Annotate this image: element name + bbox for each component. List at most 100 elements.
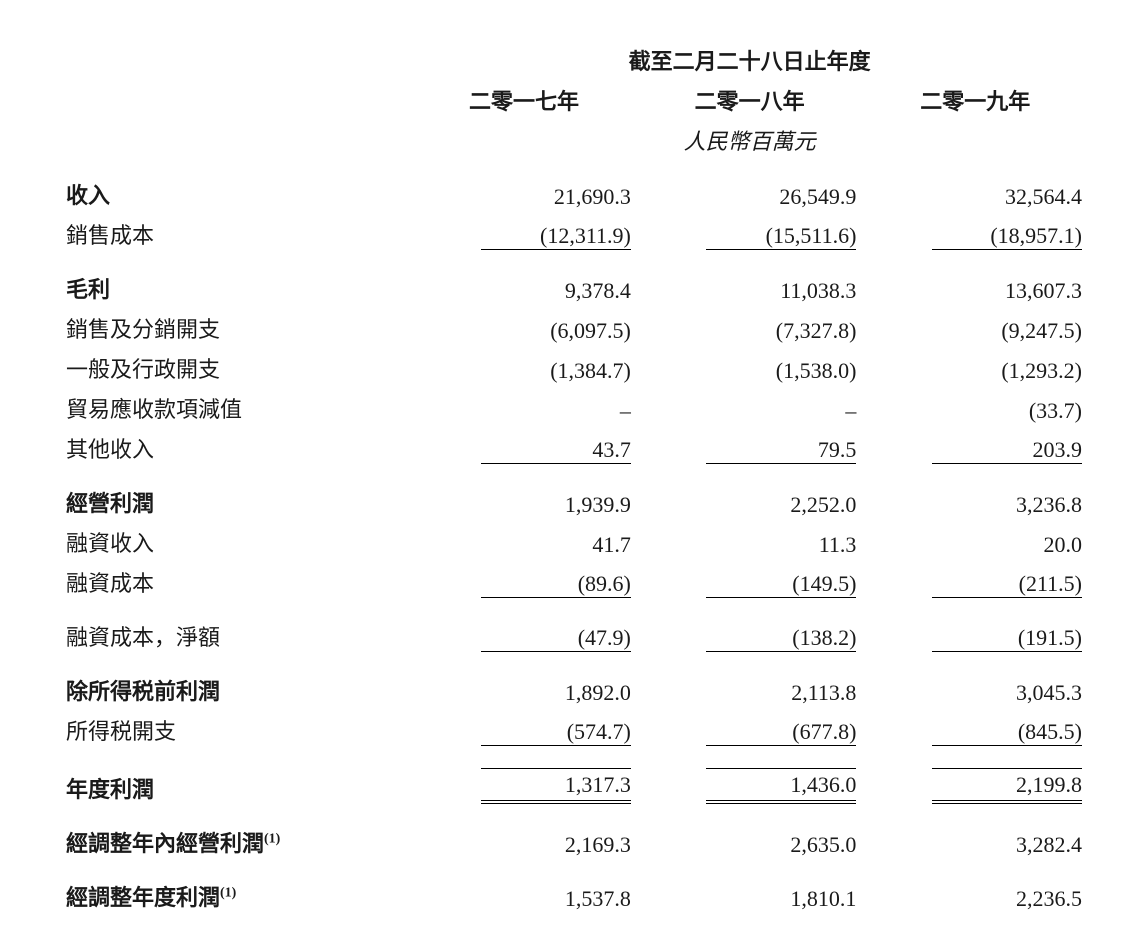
value-text: 1,810.1 bbox=[706, 886, 856, 912]
value-text: 2,635.0 bbox=[706, 832, 856, 858]
cell-value: 41.7 bbox=[411, 522, 637, 562]
value-text: (191.5) bbox=[932, 625, 1082, 652]
table-row: 融資成本，淨額(47.9)(138.2)(191.5) bbox=[60, 616, 1088, 656]
value-text: 43.7 bbox=[481, 437, 631, 464]
value-text: (15,511.6) bbox=[706, 223, 856, 250]
cell-value: 1,810.1 bbox=[637, 876, 863, 916]
value-text: (7,327.8) bbox=[706, 318, 856, 344]
value-text: – bbox=[481, 398, 631, 424]
year-col-0: 二零一七年 bbox=[411, 80, 637, 120]
value-text: (12,311.9) bbox=[481, 223, 631, 250]
cell-value: (9,247.5) bbox=[862, 308, 1088, 348]
cell-value: (191.5) bbox=[862, 616, 1088, 656]
value-text: 2,252.0 bbox=[706, 492, 856, 518]
value-text: 26,549.9 bbox=[706, 184, 856, 210]
table-row: 除所得税前利潤1,892.02,113.83,045.3 bbox=[60, 670, 1088, 710]
value-text: 203.9 bbox=[932, 437, 1082, 464]
footnote-ref: (1) bbox=[220, 886, 236, 901]
value-text: (138.2) bbox=[706, 625, 856, 652]
table-row: 經調整年度利潤(1)1,537.81,810.12,236.5 bbox=[60, 876, 1088, 916]
value-text: 2,113.8 bbox=[706, 680, 856, 706]
table-row: 經營利潤1,939.92,252.03,236.8 bbox=[60, 482, 1088, 522]
cell-value: 20.0 bbox=[862, 522, 1088, 562]
value-text: (845.5) bbox=[932, 719, 1082, 746]
row-label: 融資收入 bbox=[60, 522, 411, 562]
row-label: 毛利 bbox=[60, 268, 411, 308]
cell-value: (47.9) bbox=[411, 616, 637, 656]
value-text: (1,538.0) bbox=[706, 358, 856, 384]
year-col-2: 二零一九年 bbox=[862, 80, 1088, 120]
row-label: 所得税開支 bbox=[60, 710, 411, 750]
value-text: (6,097.5) bbox=[481, 318, 631, 344]
cell-value: (574.7) bbox=[411, 710, 637, 750]
table-row: 經調整年內經營利潤(1)2,169.32,635.03,282.4 bbox=[60, 822, 1088, 862]
row-label: 貿易應收款項減值 bbox=[60, 388, 411, 428]
cell-value: (18,957.1) bbox=[862, 214, 1088, 254]
table-row: 年度利潤1,317.31,436.02,199.8 bbox=[60, 764, 1088, 808]
cell-value: (1,384.7) bbox=[411, 348, 637, 388]
cell-value: 43.7 bbox=[411, 428, 637, 468]
cell-value: 3,282.4 bbox=[862, 822, 1088, 862]
value-text: (89.6) bbox=[481, 571, 631, 598]
cell-value: – bbox=[411, 388, 637, 428]
table-row: 融資成本 (89.6) (149.5) (211.5) bbox=[60, 562, 1088, 602]
unit-label: 人民幣百萬元 bbox=[411, 120, 1088, 160]
value-text: (1,293.2) bbox=[932, 358, 1082, 384]
cell-value: (1,538.0) bbox=[637, 348, 863, 388]
cell-value: – bbox=[637, 388, 863, 428]
value-text: 1,939.9 bbox=[481, 492, 631, 518]
cell-value: 1,939.9 bbox=[411, 482, 637, 522]
cell-value: (89.6) bbox=[411, 562, 637, 602]
cell-value: 32,564.4 bbox=[862, 174, 1088, 214]
row-label: 經調整年度利潤(1) bbox=[60, 876, 411, 916]
cell-value: (149.5) bbox=[637, 562, 863, 602]
value-text: 3,236.8 bbox=[932, 492, 1082, 518]
table-row: 融資收入 41.711.320.0 bbox=[60, 522, 1088, 562]
cell-value: 2,635.0 bbox=[637, 822, 863, 862]
gap-row bbox=[60, 862, 1088, 876]
row-label: 其他收入 bbox=[60, 428, 411, 468]
gap-row bbox=[60, 750, 1088, 764]
value-text: 2,199.8 bbox=[932, 768, 1082, 804]
period-title: 截至二月二十八日止年度 bbox=[411, 40, 1088, 80]
cell-value: 26,549.9 bbox=[637, 174, 863, 214]
value-text: 3,282.4 bbox=[932, 832, 1082, 858]
value-text: 21,690.3 bbox=[481, 184, 631, 210]
value-text: 9,378.4 bbox=[481, 278, 631, 304]
value-text: – bbox=[706, 398, 856, 424]
header-unit-row: 人民幣百萬元 bbox=[60, 120, 1088, 160]
cell-value: 79.5 bbox=[637, 428, 863, 468]
table-row: 收入 21,690.3 26,549.932,564.4 bbox=[60, 174, 1088, 214]
table-row: 銷售及分銷開支 (6,097.5) (7,327.8)(9,247.5) bbox=[60, 308, 1088, 348]
cell-value: (138.2) bbox=[637, 616, 863, 656]
gap-row bbox=[60, 808, 1088, 822]
gap-row bbox=[60, 656, 1088, 670]
cell-value: 11.3 bbox=[637, 522, 863, 562]
header-years-row: 二零一七年 二零一八年 二零一九年 bbox=[60, 80, 1088, 120]
value-text: 79.5 bbox=[706, 437, 856, 464]
cell-value: 1,436.0 bbox=[637, 764, 863, 808]
cell-value: 9,378.4 bbox=[411, 268, 637, 308]
row-label: 收入 bbox=[60, 174, 411, 214]
cell-value: 2,252.0 bbox=[637, 482, 863, 522]
value-text: (149.5) bbox=[706, 571, 856, 598]
cell-value: 2,199.8 bbox=[862, 764, 1088, 808]
cell-value: 3,236.8 bbox=[862, 482, 1088, 522]
cell-value: (7,327.8) bbox=[637, 308, 863, 348]
row-label: 融資成本 bbox=[60, 562, 411, 602]
gap-row bbox=[60, 468, 1088, 482]
row-label: 一般及行政開支 bbox=[60, 348, 411, 388]
table-row: 一般及行政開支(1,384.7) (1,538.0) (1,293.2) bbox=[60, 348, 1088, 388]
cell-value: 1,892.0 bbox=[411, 670, 637, 710]
value-text: (47.9) bbox=[481, 625, 631, 652]
value-text: (211.5) bbox=[932, 571, 1082, 598]
value-text: 2,169.3 bbox=[481, 832, 631, 858]
year-col-1: 二零一八年 bbox=[637, 80, 863, 120]
footnote-ref: (1) bbox=[264, 832, 280, 847]
value-text: 1,317.3 bbox=[481, 768, 631, 804]
value-text: (18,957.1) bbox=[932, 223, 1082, 250]
table-row: 毛利9,378.411,038.313,607.3 bbox=[60, 268, 1088, 308]
income-statement-table: 截至二月二十八日止年度 二零一七年 二零一八年 二零一九年 人民幣百萬元 收入 2… bbox=[60, 40, 1088, 916]
row-label: 銷售及分銷開支 bbox=[60, 308, 411, 348]
value-text: 41.7 bbox=[481, 532, 631, 558]
